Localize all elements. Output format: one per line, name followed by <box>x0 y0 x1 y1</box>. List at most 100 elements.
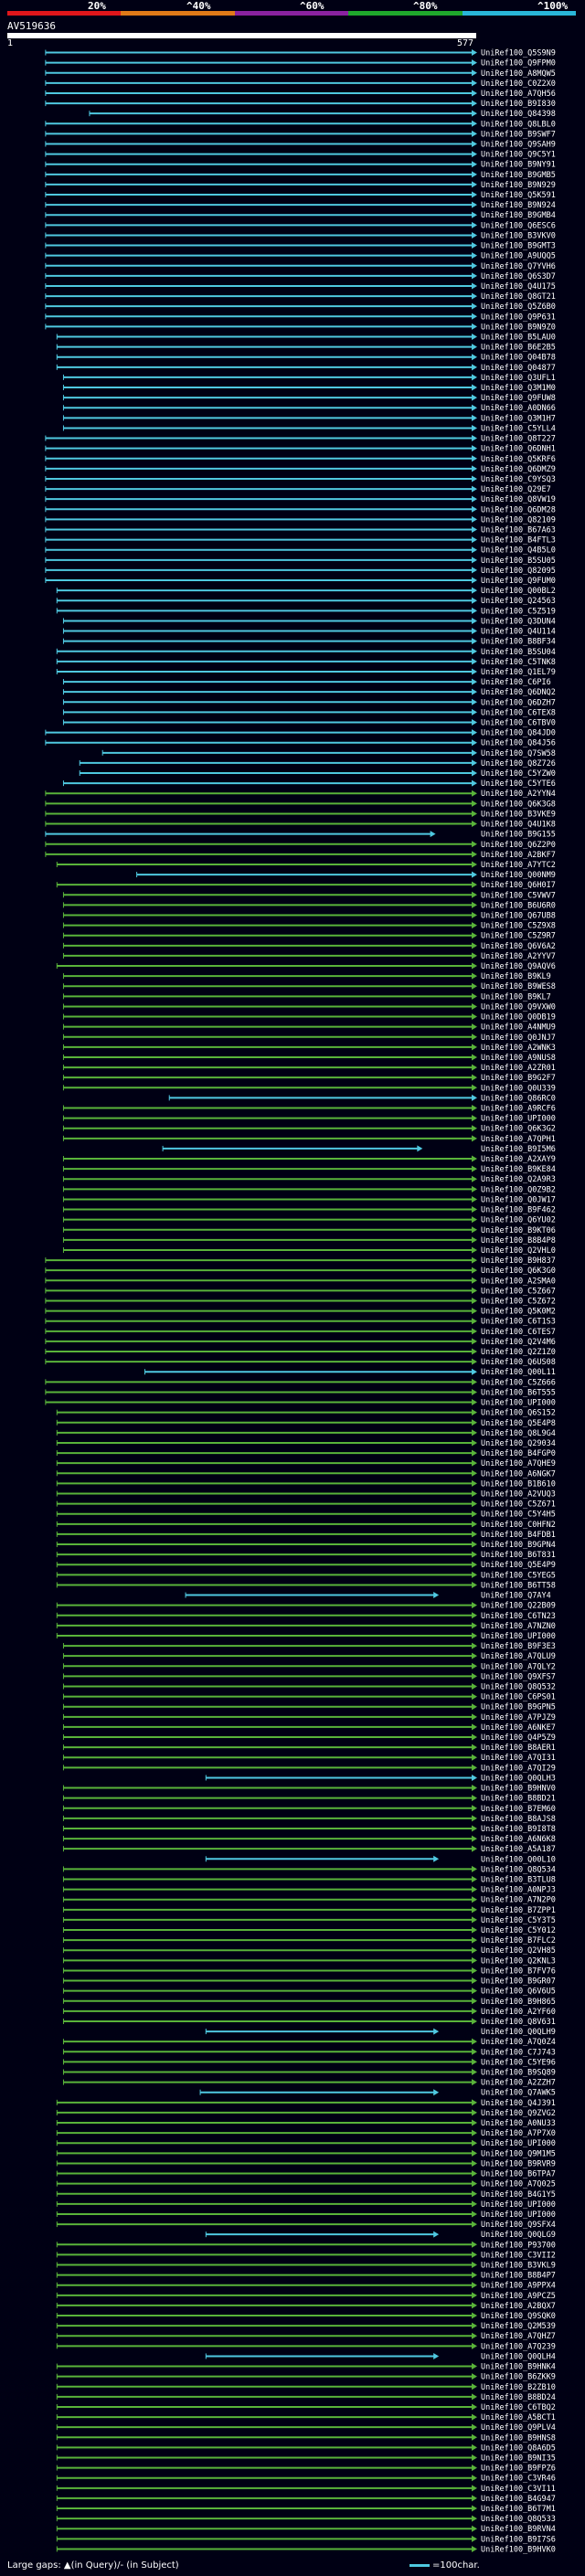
hit-label[interactable]: UniRef100_Q6S152 <box>481 1409 556 1418</box>
hit-label[interactable]: UniRef100_Q9P631 <box>481 313 556 322</box>
hit-label[interactable]: UniRef100_Q5K0M2 <box>481 1308 556 1317</box>
hit-label[interactable]: UniRef100_C5Y4H5 <box>481 1511 556 1520</box>
hit-label[interactable]: UniRef100_B3TLU8 <box>481 1876 556 1885</box>
hit-label[interactable]: UniRef100_A4NMU9 <box>481 1023 556 1033</box>
hit-label[interactable]: UniRef100_C6T1S3 <box>481 1318 556 1327</box>
hit-label[interactable]: UniRef100_Q9FUW8 <box>481 394 556 403</box>
hit-label[interactable]: UniRef100_C9YSQ3 <box>481 475 556 484</box>
hit-label[interactable]: UniRef100_B9KE84 <box>481 1165 556 1174</box>
hit-label[interactable]: UniRef100_Q8Q533 <box>481 2515 556 2524</box>
hit-label[interactable]: UniRef100_A6NKE7 <box>481 1723 556 1733</box>
hit-label[interactable]: UniRef100_A7N2P0 <box>481 1896 556 1905</box>
hit-label[interactable]: UniRef100_B4G947 <box>481 2495 556 2504</box>
hit-label[interactable]: UniRef100_B4FDB1 <box>481 1531 556 1540</box>
hit-label[interactable]: UniRef100_Q2Z1Z0 <box>481 1348 556 1357</box>
hit-label[interactable]: UniRef100_C0HFN2 <box>481 1521 556 1530</box>
hit-label[interactable]: UniRef100_Q29034 <box>481 1439 556 1448</box>
hit-label[interactable]: UniRef100_A9PPX4 <box>481 2282 556 2291</box>
hit-label[interactable]: UniRef100_B9KT06 <box>481 1226 556 1235</box>
hit-label[interactable]: UniRef100_B8B4P8 <box>481 1236 556 1246</box>
hit-label[interactable]: UniRef100_Q3M1H7 <box>481 414 556 423</box>
hit-label[interactable]: UniRef100_B9GPN5 <box>481 1703 556 1712</box>
hit-label[interactable]: UniRef100_B9HVK0 <box>481 2545 556 2554</box>
hit-label[interactable]: UniRef100_A7Q025 <box>481 2180 556 2189</box>
hit-label[interactable]: UniRef100_C6TBV0 <box>481 719 556 728</box>
hit-label[interactable]: UniRef100_Q4U114 <box>481 628 556 637</box>
hit-label[interactable]: UniRef100_C5Z519 <box>481 607 556 616</box>
hit-label[interactable]: UniRef100_A2VUQ3 <box>481 1490 556 1500</box>
hit-label[interactable]: UniRef100_B9I5M6 <box>481 1145 556 1154</box>
hit-label[interactable]: UniRef100_Q6Z2P0 <box>481 841 556 850</box>
hit-label[interactable]: UniRef100_B9N924 <box>481 201 556 210</box>
hit-label[interactable]: UniRef100_B8BD21 <box>481 1795 556 1804</box>
hit-label[interactable]: UniRef100_A7QLY2 <box>481 1662 556 1671</box>
hit-label[interactable]: UniRef100_A9PCZ5 <box>481 2292 556 2301</box>
hit-label[interactable]: UniRef100_A7QPH1 <box>481 1135 556 1144</box>
hit-label[interactable]: UniRef100_Q9SQK0 <box>481 2312 556 2321</box>
hit-label[interactable]: UniRef100_Q0QLH3 <box>481 1774 556 1783</box>
hit-label[interactable]: UniRef100_A7QH56 <box>481 90 556 99</box>
hit-label[interactable]: UniRef100_A2BQX7 <box>481 2302 556 2311</box>
hit-label[interactable]: UniRef100_Q2KNL3 <box>481 1956 556 1966</box>
hit-label[interactable]: UniRef100_C5YEG5 <box>481 1571 556 1580</box>
hit-label[interactable]: UniRef100_Q04B78 <box>481 354 556 363</box>
hit-label[interactable]: UniRef100_B5SU04 <box>481 648 556 657</box>
hit-label[interactable]: UniRef100_B9GPN4 <box>481 1541 556 1550</box>
hit-label[interactable]: UniRef100_A7QHE9 <box>481 1459 556 1468</box>
hit-label[interactable]: UniRef100_UPI000 <box>481 2200 556 2210</box>
hit-label[interactable]: UniRef100_Q9ZVG2 <box>481 2109 556 2118</box>
hit-label[interactable]: UniRef100_A2SMA0 <box>481 1277 556 1286</box>
hit-label[interactable]: UniRef100_UPI000 <box>481 1399 556 1408</box>
hit-label[interactable]: UniRef100_B9H865 <box>481 1998 556 2007</box>
hit-label[interactable]: UniRef100_C5YLL4 <box>481 424 556 433</box>
hit-label[interactable]: UniRef100_Q9AQV6 <box>481 962 556 971</box>
hit-label[interactable]: UniRef100_Q5S9N9 <box>481 49 556 58</box>
hit-label[interactable]: UniRef100_A0DN66 <box>481 404 556 413</box>
hit-label[interactable]: UniRef100_A2YF60 <box>481 2008 556 2017</box>
hit-label[interactable]: UniRef100_B9HNV0 <box>481 1785 556 1794</box>
hit-label[interactable]: UniRef100_Q8VW19 <box>481 495 556 504</box>
hit-label[interactable]: UniRef100_P93700 <box>481 2241 556 2250</box>
hit-label[interactable]: UniRef100_Q9VXW0 <box>481 1002 556 1012</box>
hit-label[interactable]: UniRef100_B9HNS8 <box>481 2433 556 2443</box>
hit-label[interactable]: UniRef100_C5YTE6 <box>481 779 556 789</box>
hit-label[interactable]: UniRef100_Q2V4M6 <box>481 1338 556 1347</box>
hit-label[interactable]: UniRef100_C3VII2 <box>481 2251 556 2260</box>
hit-label[interactable]: UniRef100_B6TPA7 <box>481 2170 556 2179</box>
hit-label[interactable]: UniRef100_Q6K3G8 <box>481 800 556 809</box>
hit-label[interactable]: UniRef100_B7ZPP1 <box>481 1906 556 1915</box>
hit-label[interactable]: UniRef100_Q2VHL0 <box>481 1246 556 1256</box>
hit-label[interactable]: UniRef100_Q1EL79 <box>481 668 556 677</box>
hit-label[interactable]: UniRef100_C5Z667 <box>481 1287 556 1296</box>
hit-label[interactable]: UniRef100_B6ZKK9 <box>481 2373 556 2382</box>
hit-label[interactable]: UniRef100_Q24563 <box>481 597 556 606</box>
hit-label[interactable]: UniRef100_Q4J391 <box>481 2099 556 2108</box>
hit-label[interactable]: UniRef100_B9GMB4 <box>481 211 556 220</box>
hit-label[interactable]: UniRef100_Q8Q532 <box>481 1683 556 1692</box>
hit-label[interactable]: UniRef100_Q6US08 <box>481 1358 556 1367</box>
hit-label[interactable]: UniRef100_Q0JNJ7 <box>481 1034 556 1043</box>
hit-label[interactable]: UniRef100_Q3UFL1 <box>481 374 556 383</box>
hit-label[interactable]: UniRef100_B9HNK4 <box>481 2363 556 2372</box>
hit-label[interactable]: UniRef100_B3VKE9 <box>481 810 556 819</box>
hit-label[interactable]: UniRef100_Q9FUM0 <box>481 577 556 586</box>
hit-label[interactable]: UniRef100_A8MQW5 <box>481 69 556 79</box>
hit-label[interactable]: UniRef100_C3VR46 <box>481 2475 556 2484</box>
hit-label[interactable]: UniRef100_Q5KRF6 <box>481 455 556 464</box>
hit-label[interactable]: UniRef100_A2XAY9 <box>481 1155 556 1164</box>
hit-label[interactable]: UniRef100_Q7YVH6 <box>481 262 556 271</box>
hit-label[interactable]: UniRef100_B9I830 <box>481 100 556 109</box>
hit-label[interactable]: UniRef100_Q8T227 <box>481 435 556 444</box>
hit-label[interactable]: UniRef100_B9G2F7 <box>481 1074 556 1083</box>
hit-label[interactable]: UniRef100_B8AER1 <box>481 1744 556 1753</box>
hit-label[interactable]: UniRef100_A7QI31 <box>481 1754 556 1763</box>
hit-label[interactable]: UniRef100_B6U6R0 <box>481 901 556 910</box>
hit-label[interactable]: UniRef100_B7FV76 <box>481 1966 556 1976</box>
hit-label[interactable]: UniRef100_A7NZN0 <box>481 1622 556 1631</box>
hit-label[interactable]: UniRef100_B67A63 <box>481 526 556 535</box>
hit-label[interactable]: UniRef100_Q9PLV4 <box>481 2423 556 2433</box>
hit-label[interactable]: UniRef100_Q84J56 <box>481 739 556 748</box>
hit-label[interactable]: UniRef100_B9FPZ6 <box>481 2465 556 2474</box>
hit-label[interactable]: UniRef100_Q6ESC6 <box>481 221 556 230</box>
hit-label[interactable]: UniRef100_Q9M1M5 <box>481 2149 556 2158</box>
